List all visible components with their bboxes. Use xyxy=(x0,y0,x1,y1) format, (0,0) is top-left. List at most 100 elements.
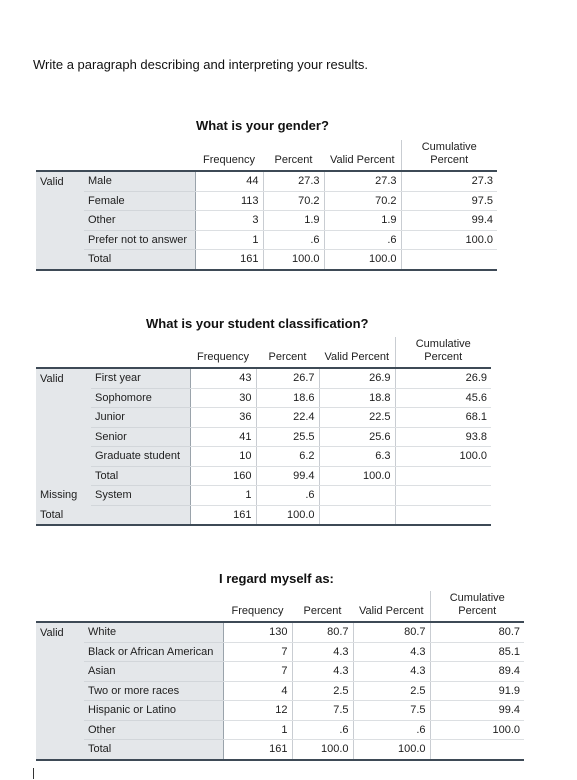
table-row: Graduate student 10 6.2 6.3 100.0 xyxy=(36,446,491,467)
cell-frequency: 160 xyxy=(189,466,256,486)
cell-frequency: 4 xyxy=(222,681,292,701)
cell-cumulative-percent: 100.0 xyxy=(394,446,491,467)
cell-percent: 26.7 xyxy=(255,367,319,389)
cell-frequency: 12 xyxy=(222,700,292,721)
cell-valid-percent: 70.2 xyxy=(323,191,401,211)
cell-cumulative-percent: 89.4 xyxy=(429,661,524,682)
cell-percent: 2.5 xyxy=(291,681,353,701)
cell-percent: 22.4 xyxy=(255,407,319,428)
row-group-label xyxy=(36,249,84,271)
col-header-frequency: Frequency xyxy=(197,351,249,363)
row-group-label xyxy=(36,739,84,761)
cell-percent: 18.6 xyxy=(255,388,319,408)
col-header-valid-percent: Valid Percent xyxy=(329,154,395,166)
corner-cell xyxy=(91,337,190,368)
cell-valid-percent: 27.3 xyxy=(323,170,401,192)
cell-percent: 99.4 xyxy=(255,466,319,486)
cell-cumulative-percent: 68.1 xyxy=(394,407,491,428)
col-header-frequency: Frequency xyxy=(203,154,255,166)
cell-percent: 25.5 xyxy=(255,427,319,447)
row-category-label: Sophomore xyxy=(91,388,190,408)
cell-cumulative-percent: 27.3 xyxy=(400,170,497,192)
row-category-label: Female xyxy=(84,191,195,211)
table-row: Total 161 100.0 100.0 xyxy=(36,249,497,271)
cell-valid-percent: 2.5 xyxy=(352,681,430,701)
cell-percent: 100.0 xyxy=(291,739,353,761)
row-group-label xyxy=(36,720,84,740)
table-title-student-classification: What is your student classification? xyxy=(146,316,369,331)
cell-cumulative-percent: 45.6 xyxy=(394,388,491,408)
row-category-label: System xyxy=(91,485,190,506)
row-group-label xyxy=(36,642,84,662)
cell-valid-percent: 100.0 xyxy=(323,249,401,271)
row-category-label: Asian xyxy=(84,661,223,682)
table-row: Other 1.6.6 100.0 xyxy=(36,720,524,740)
table-row: Black or African American 7 4.3 4.3 85.1 xyxy=(36,642,524,662)
cell-percent: .6 xyxy=(291,720,353,740)
cell-cumulative-percent: 100.0 xyxy=(429,720,524,740)
cell-valid-percent: 6.3 xyxy=(318,446,395,467)
corner-cell xyxy=(84,140,195,171)
row-category-label: Other xyxy=(84,720,223,740)
table-row: Missing System 1.6 xyxy=(36,485,491,506)
header-line: Cumulative xyxy=(449,592,505,604)
row-group-label xyxy=(36,427,91,447)
cell-cumulative-percent xyxy=(394,466,491,486)
cell-cumulative-percent xyxy=(400,249,497,271)
row-category-label: Total xyxy=(91,466,190,486)
row-category-label: Junior xyxy=(91,407,190,428)
cell-valid-percent: 4.3 xyxy=(352,661,430,682)
cell-cumulative-percent: 99.4 xyxy=(400,210,497,231)
row-group-label: Missing xyxy=(36,485,91,505)
table-row: Valid First year 43 26.7 26.9 26.9 xyxy=(36,367,491,389)
table-row: Other 3 1.9 1.9 99.4 xyxy=(36,210,497,231)
corner-cell xyxy=(36,140,84,171)
table-row: Total 160 99.4 100.0 xyxy=(36,466,491,486)
col-header-valid-percent: Valid Percent xyxy=(358,605,424,617)
row-group-label: Total xyxy=(36,505,91,526)
row-category-label: White xyxy=(84,621,223,643)
table-row: Total 161 100.0 100.0 xyxy=(36,739,524,761)
cell-cumulative-percent: 99.4 xyxy=(429,700,524,721)
cell-cumulative-percent xyxy=(394,505,491,526)
cell-valid-percent: 7.5 xyxy=(352,700,430,721)
cell-valid-percent: 100.0 xyxy=(352,739,430,761)
cell-cumulative-percent: 85.1 xyxy=(429,642,524,662)
row-group-label xyxy=(36,210,84,230)
cell-percent: 100.0 xyxy=(255,505,319,526)
col-header-cumulative-percent: Cumulative Percent xyxy=(429,591,524,622)
text-cursor xyxy=(33,768,34,779)
row-category-label: Total xyxy=(84,739,223,761)
table-row: Prefer not to answer 1.6.6 100.0 xyxy=(36,230,497,250)
row-group-label xyxy=(36,388,91,408)
cell-cumulative-percent: 97.5 xyxy=(400,191,497,211)
cell-valid-percent: 26.9 xyxy=(318,367,395,389)
table-row: Hispanic or Latino 12 7.5 7.5 99.4 xyxy=(36,700,524,721)
cell-valid-percent: .6 xyxy=(352,720,430,740)
row-group-label xyxy=(36,681,84,701)
col-header-percent: Percent xyxy=(268,351,307,363)
cell-percent: 27.3 xyxy=(262,170,324,192)
row-group-label xyxy=(36,661,84,681)
cell-frequency: 161 xyxy=(194,249,263,271)
cell-cumulative-percent: 26.9 xyxy=(394,367,491,389)
cell-percent: 4.3 xyxy=(291,642,353,662)
cell-frequency: 1 xyxy=(194,230,263,250)
table-row: Junior 36 22.4 22.5 68.1 xyxy=(36,407,491,428)
row-category-label xyxy=(91,505,190,526)
cell-frequency: 30 xyxy=(189,388,256,408)
row-category-label: Prefer not to answer xyxy=(84,230,195,250)
cell-frequency: 130 xyxy=(222,621,292,643)
row-category-label: Senior xyxy=(91,427,190,447)
header-line: Percent xyxy=(458,605,497,617)
cell-percent: 80.7 xyxy=(291,621,353,643)
table-row: Two or more races 4 2.5 2.5 91.9 xyxy=(36,681,524,701)
cell-valid-percent: 1.9 xyxy=(323,210,401,231)
table-row: Sophomore 30 18.6 18.8 45.6 xyxy=(36,388,491,408)
col-header-cumulative-percent: Cumulative Percent xyxy=(400,140,497,171)
table-row: Valid White 130 80.7 80.7 80.7 xyxy=(36,621,524,643)
cell-cumulative-percent: 100.0 xyxy=(400,230,497,250)
row-group-label xyxy=(36,700,84,720)
header-line: Percent xyxy=(430,154,469,166)
frequency-table-gender: Frequency Percent Valid Percent Cumulati… xyxy=(36,140,497,271)
